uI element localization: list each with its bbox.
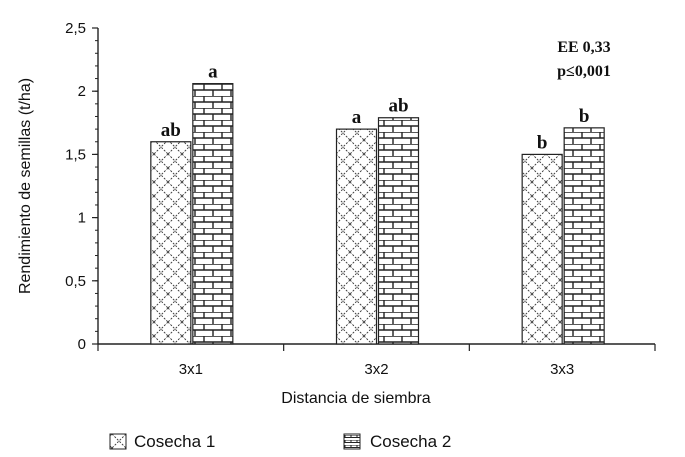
significance-label: a [352,107,362,128]
legend-label-cosecha-2: Cosecha 2 [370,432,451,451]
bar-cosecha-1-3x1 [150,141,192,345]
y-tick-label: 0 [78,336,86,353]
significance-label: b [579,106,590,127]
stat-annotation-p: p≤0,001 [557,63,611,80]
legend-label-cosecha-1: Cosecha 1 [134,432,215,451]
y-tick-label: 1,5 [65,146,86,163]
x-axis-title: Distancia de siembra [281,390,431,407]
bar-cosecha-1-3x3 [521,153,563,345]
y-tick-label: 1 [78,210,86,227]
bar-cosecha-2-3x2 [377,117,420,345]
x-tick-label: 3x1 [179,361,203,378]
x-tick-label: 3x2 [364,361,388,378]
x-tick-label: 3x3 [550,361,574,378]
significance-label: b [537,132,548,153]
y-axis-title: Rendimiento de semillas (t/ha) [17,78,34,294]
y-tick-label: 2,5 [65,20,86,37]
bar-cosecha-2-3x1 [192,83,234,345]
bar-cosecha-2-3x3 [563,127,605,345]
stat-annotation-ee: EE 0,33 [557,39,610,56]
legend-swatch-cosecha-1 [109,433,127,450]
legend-swatch-cosecha-2 [343,433,361,450]
y-tick-label: 0,5 [65,273,86,290]
bar-cosecha-1-3x2 [335,128,378,345]
y-tick-label: 2 [78,83,86,100]
significance-label: a [208,62,218,83]
significance-label: ab [161,120,181,141]
significance-label: ab [388,96,408,117]
legend: Cosecha 1 Cosecha 2 [109,432,451,451]
